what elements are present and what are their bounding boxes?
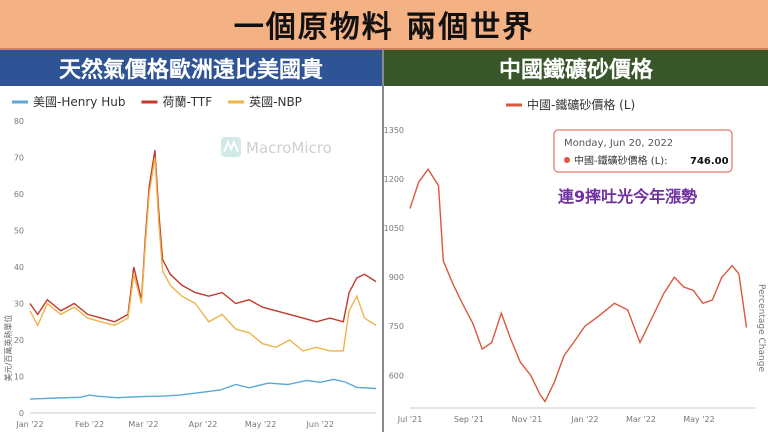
y-tick-label: 40 bbox=[14, 263, 24, 272]
tooltip-value: 746.00 bbox=[690, 156, 729, 167]
x-tick-label: Jul '21 bbox=[397, 415, 423, 424]
y-tick-label: 900 bbox=[389, 273, 404, 282]
tooltip: Monday, Jun 20, 2022 中國-鐵礦砂價格 (L): 746.0… bbox=[553, 129, 733, 173]
main-title: 一個原物料 兩個世界 bbox=[233, 10, 535, 45]
natural-gas-price-chart: 美國-Henry Hub 荷蘭-TTF 英國-NBP MacroMicro 0 10 2… bbox=[3, 95, 377, 429]
right-chart-panel: 中國-鐵礦砂價格 (L) 1350 1200 1050 900 750 600 Jul '… bbox=[384, 88, 768, 432]
watermark-text: MacroMicro bbox=[246, 139, 332, 157]
x-tick-label: Jan '22 bbox=[15, 420, 43, 429]
legend-label[interactable]: 荷蘭-TTF bbox=[162, 95, 212, 109]
series-lines bbox=[409, 167, 748, 403]
main-title-bar: 一個原物料 兩個世界 bbox=[0, 0, 768, 50]
x-axis: Jul '21 Sep '21 Nov '21 Jan '22 Mar '22 May '… bbox=[397, 407, 756, 424]
y-tick-label: 1050 bbox=[384, 224, 404, 233]
y-tick-label: 20 bbox=[14, 336, 24, 345]
left-subtitle: 天然氣價格歐洲遠比美國貴 bbox=[58, 58, 323, 83]
panel-divider bbox=[382, 50, 384, 432]
series-line bbox=[29, 378, 377, 400]
left-subtitle-bar: 天然氣價格歐洲遠比美國貴 bbox=[0, 50, 382, 86]
legend-label[interactable]: 美國-Henry Hub bbox=[33, 95, 125, 109]
x-tick-label: Mar '22 bbox=[128, 420, 158, 429]
legend-label[interactable]: 英國-NBP bbox=[249, 95, 302, 109]
y-tick-label: 1350 bbox=[384, 126, 404, 135]
y-tick-label: 1200 bbox=[384, 175, 404, 184]
y-axis-label: 美元/百萬英熱單位 bbox=[3, 315, 13, 382]
series-line bbox=[29, 150, 377, 323]
y-axis: 1350 1200 1050 900 750 600 bbox=[384, 126, 404, 380]
annotation-text: 連9摔吐光今年漲勢 bbox=[558, 187, 697, 206]
x-tick-label: Apr '22 bbox=[189, 420, 218, 429]
tooltip-box bbox=[553, 129, 733, 173]
x-tick-label: Feb '22 bbox=[75, 420, 104, 429]
x-tick-label: May '22 bbox=[683, 415, 714, 424]
y-tick-label: 30 bbox=[14, 300, 24, 309]
x-tick-label: Nov '21 bbox=[512, 415, 543, 424]
tooltip-marker bbox=[564, 157, 570, 163]
left-chart-panel: 美國-Henry Hub 荷蘭-TTF 英國-NBP MacroMicro 0 10 2… bbox=[0, 88, 382, 432]
y-tick-label: 0 bbox=[19, 409, 24, 418]
series-line bbox=[409, 167, 748, 403]
x-tick-label: Mar '22 bbox=[626, 415, 656, 424]
chart-legend: 中國-鐵礦砂價格 (L) bbox=[506, 97, 635, 112]
y-tick-label: 60 bbox=[14, 190, 24, 199]
y-tick-label: 70 bbox=[14, 154, 24, 163]
x-tick-label: May '22 bbox=[245, 420, 276, 429]
iron-ore-price-chart: 中國-鐵礦砂價格 (L) 1350 1200 1050 900 750 600 Jul '… bbox=[384, 97, 766, 424]
right-subtitle-bar: 中國鐵礦砂價格 bbox=[384, 50, 768, 86]
y-axis: 0 10 20 30 40 50 60 70 80 bbox=[14, 117, 24, 418]
right-axis-label: Percentage Change bbox=[756, 284, 766, 372]
logo-mark bbox=[221, 137, 241, 157]
macromicro-logo: MacroMicro bbox=[221, 137, 332, 157]
x-tick-label: Sep '21 bbox=[454, 415, 484, 424]
y-tick-label: 80 bbox=[14, 117, 24, 126]
legend-label[interactable]: 中國-鐵礦砂價格 (L) bbox=[527, 97, 635, 112]
series-lines bbox=[29, 150, 377, 400]
series-line bbox=[29, 157, 377, 352]
x-tick-label: Jun '22 bbox=[306, 420, 334, 429]
right-subtitle: 中國鐵礦砂價格 bbox=[498, 58, 653, 83]
chart-legend: 美國-Henry Hub 荷蘭-TTF 英國-NBP bbox=[12, 95, 302, 109]
y-tick-label: 600 bbox=[389, 371, 404, 380]
x-axis: Jan '22 Feb '22 Mar '22 Apr '22 May '22 Jun '… bbox=[15, 412, 376, 429]
y-tick-label: 10 bbox=[14, 373, 24, 382]
tooltip-date: Monday, Jun 20, 2022 bbox=[564, 138, 673, 149]
y-tick-label: 750 bbox=[389, 322, 404, 331]
y-tick-label: 50 bbox=[14, 227, 24, 236]
tooltip-label: 中國-鐵礦砂價格 (L): bbox=[574, 154, 668, 167]
x-tick-label: Jan '22 bbox=[570, 415, 598, 424]
